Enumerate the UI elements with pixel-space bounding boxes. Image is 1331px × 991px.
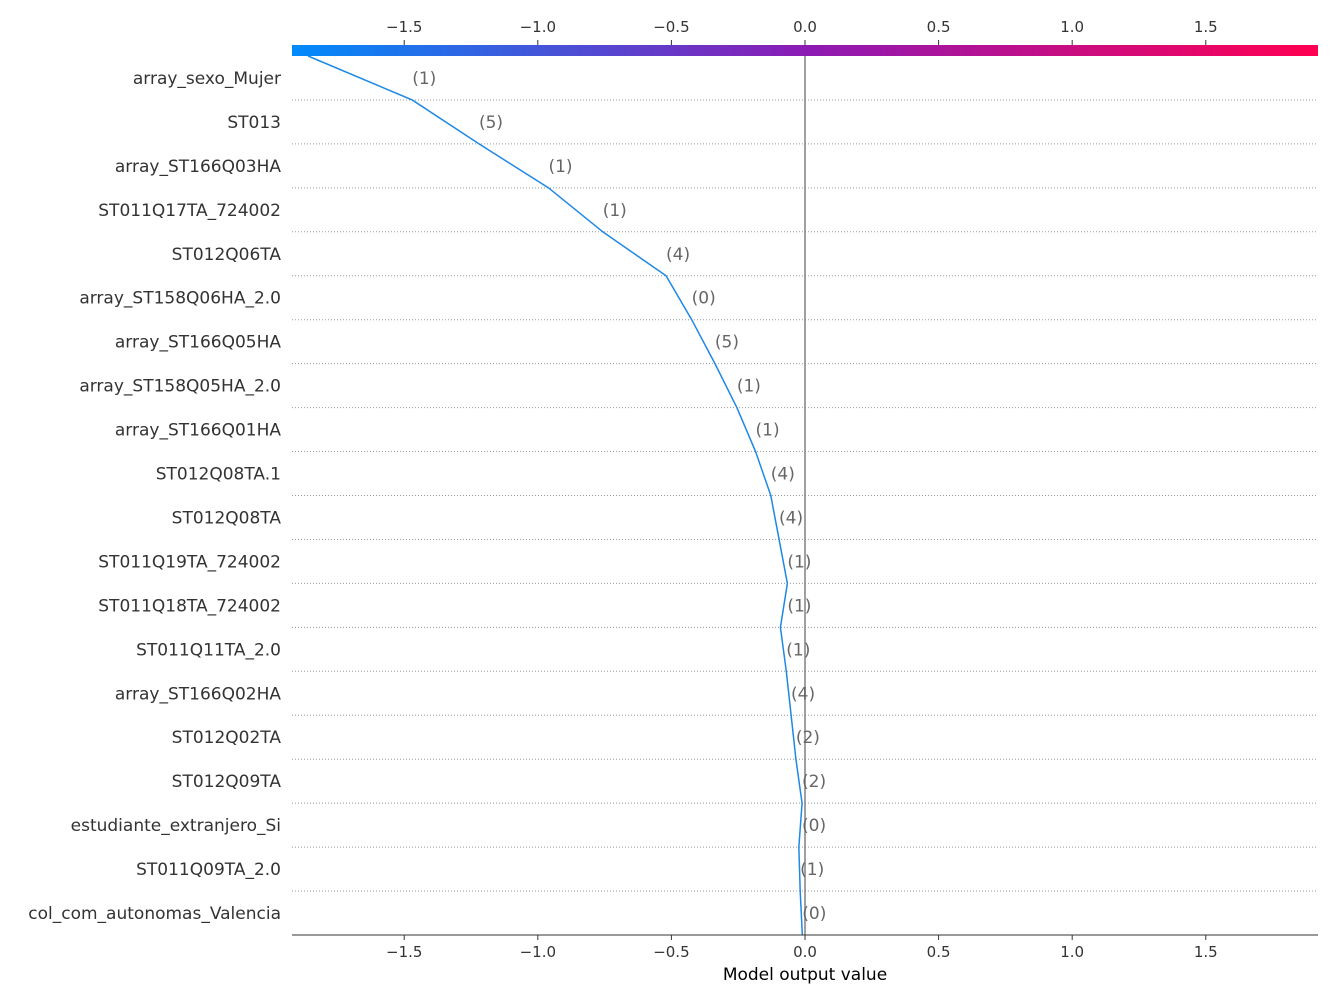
feature-value-label: (4) — [791, 684, 815, 704]
top-tick-label: 0.5 — [927, 18, 951, 36]
feature-label: ST013 — [227, 113, 281, 133]
feature-labels: array_sexo_Mujer ST013 array_ST166Q03HA ST0… — [28, 69, 281, 924]
feature-value-label: (1) — [787, 596, 811, 616]
bottom-tick-label: 0.0 — [793, 943, 817, 961]
top-tick-label: −0.5 — [653, 18, 689, 36]
feature-value-label: (1) — [548, 157, 572, 177]
feature-value-label: (0) — [692, 289, 716, 309]
feature-label: array_ST158Q06HA_2.0 — [79, 289, 281, 309]
feature-value-label: (1) — [800, 860, 824, 880]
feature-label: ST012Q02TA — [172, 728, 282, 748]
feature-label: ST011Q09TA_2.0 — [136, 860, 281, 880]
feature-label: array_ST166Q02HA — [115, 684, 281, 704]
x-axis-title: Model output value — [723, 965, 887, 985]
top-x-axis: −1.5 −1.0 −0.5 0.0 0.5 1.0 1.5 — [386, 18, 1218, 45]
bottom-tick-label: −1.0 — [520, 943, 556, 961]
bottom-x-axis: −1.5 −1.0 −0.5 0.0 0.5 1.0 1.5 — [386, 935, 1218, 961]
feature-label: array_ST166Q01HA — [115, 421, 281, 441]
top-tick-label: 1.0 — [1060, 18, 1084, 36]
feature-label: ST012Q09TA — [172, 772, 282, 792]
feature-label: array_sexo_Mujer — [133, 69, 281, 89]
top-tick-label: −1.5 — [386, 18, 422, 36]
bottom-tick-label: −0.5 — [653, 943, 689, 961]
feature-value-label: (1) — [756, 421, 780, 441]
feature-label: ST011Q11TA_2.0 — [136, 640, 281, 660]
top-tick-label: 1.5 — [1194, 18, 1218, 36]
top-tick-label: −1.0 — [520, 18, 556, 36]
feature-value-label: (4) — [779, 508, 803, 528]
feature-label: ST011Q18TA_724002 — [98, 596, 281, 616]
feature-label: array_ST166Q03HA — [115, 157, 281, 177]
feature-value-label: (1) — [737, 377, 761, 397]
feature-value-label: (5) — [479, 113, 503, 133]
feature-value-label: (1) — [412, 69, 436, 89]
feature-value-label: (1) — [787, 552, 811, 572]
feature-value-label: (1) — [786, 640, 810, 660]
feature-label: array_ST158Q05HA_2.0 — [79, 377, 281, 397]
feature-label: array_ST166Q05HA — [115, 333, 281, 353]
feature-label: ST011Q19TA_724002 — [98, 552, 281, 572]
feature-value-label: (4) — [771, 465, 795, 485]
top-tick-label: 0.0 — [793, 18, 817, 36]
bottom-tick-label: 1.0 — [1060, 943, 1084, 961]
bottom-tick-label: 1.5 — [1194, 943, 1218, 961]
decision-path-line — [307, 55, 804, 936]
feature-label: ST012Q08TA.1 — [156, 465, 281, 485]
colorbar — [292, 45, 1318, 56]
feature-value-label: (4) — [666, 245, 690, 265]
feature-label: ST012Q06TA — [172, 245, 282, 265]
feature-label: estudiante_extranjero_Si — [71, 816, 281, 836]
feature-value-labels: (1) (5) (1) (1) (4) (0) (5) (1) (1) (4) (4) (1) (1) (… — [412, 69, 826, 924]
feature-label: col_com_autonomas_Valencia — [28, 904, 281, 924]
feature-label: ST012Q08TA — [172, 508, 282, 528]
feature-value-label: (2) — [802, 772, 826, 792]
feature-value-label: (0) — [802, 816, 826, 836]
feature-label: ST011Q17TA_724002 — [98, 201, 281, 221]
feature-value-label: (0) — [802, 904, 826, 924]
feature-value-label: (1) — [603, 201, 627, 221]
feature-value-label: (5) — [715, 333, 739, 353]
feature-value-label: (2) — [796, 728, 820, 748]
bottom-tick-label: −1.5 — [386, 943, 422, 961]
bottom-tick-label: 0.5 — [927, 943, 951, 961]
